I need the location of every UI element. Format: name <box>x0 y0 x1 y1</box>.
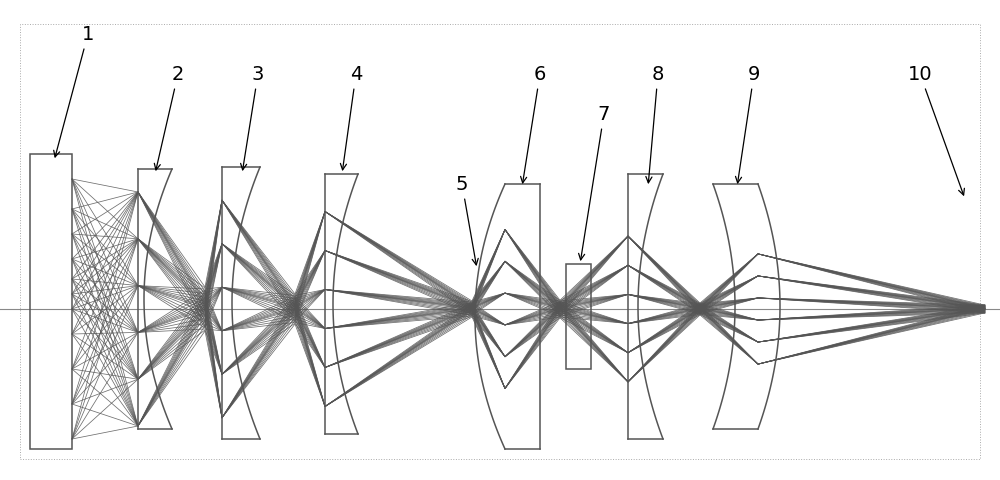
Text: 6: 6 <box>521 65 546 183</box>
Text: 8: 8 <box>646 65 664 183</box>
Bar <box>30 155 72 449</box>
Text: 1: 1 <box>54 25 94 157</box>
Text: 5: 5 <box>456 175 478 265</box>
Text: 9: 9 <box>736 65 760 183</box>
Text: 7: 7 <box>579 105 610 260</box>
Text: 2: 2 <box>154 65 184 170</box>
Bar <box>566 264 591 369</box>
Text: 10: 10 <box>908 65 964 196</box>
Text: 3: 3 <box>241 65 264 170</box>
Text: 4: 4 <box>340 65 362 170</box>
